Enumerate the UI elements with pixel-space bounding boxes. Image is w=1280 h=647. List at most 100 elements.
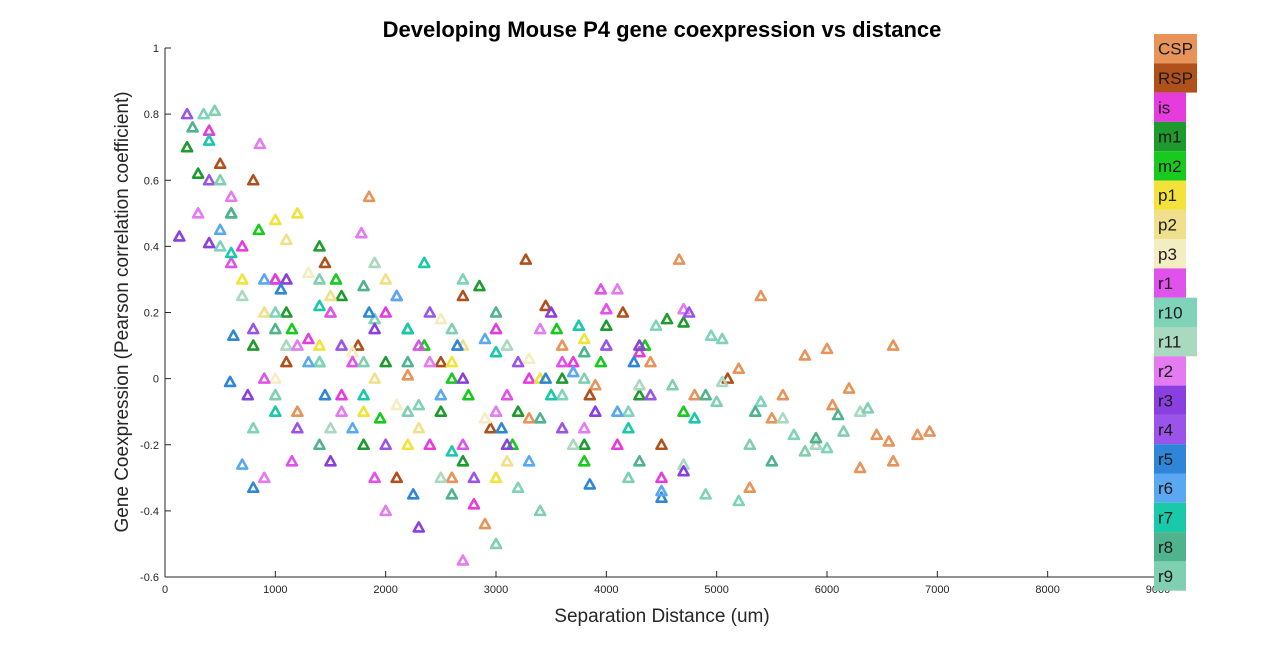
legend-item-r9: r9 <box>1154 561 1186 591</box>
legend-label: r1 <box>1158 274 1173 293</box>
data-point <box>555 372 569 384</box>
series-r4 <box>180 107 696 484</box>
legend-item-r5: r5 <box>1154 444 1186 474</box>
legend-swatch <box>1154 151 1186 181</box>
data-point <box>324 289 337 302</box>
data-point <box>285 454 299 467</box>
x-tick-label: 7000 <box>925 584 949 596</box>
data-point <box>291 405 304 417</box>
data-point <box>269 372 282 384</box>
data-point <box>861 402 875 414</box>
data-point <box>368 322 381 335</box>
data-point <box>280 273 293 285</box>
data-point <box>478 517 492 530</box>
data-point <box>748 405 762 417</box>
legend-item-p3: p3 <box>1154 239 1186 269</box>
data-point <box>246 339 260 351</box>
data-point <box>754 395 768 408</box>
data-point <box>600 302 613 315</box>
y-tick-label: 1 <box>153 43 159 55</box>
series-p1 <box>235 207 591 484</box>
data-point <box>666 378 679 391</box>
data-point <box>649 319 663 332</box>
data-point <box>809 438 823 451</box>
data-point <box>577 454 591 467</box>
data-point <box>180 140 194 153</box>
data-point <box>445 322 459 335</box>
data-point <box>257 372 271 384</box>
data-point <box>489 345 503 358</box>
data-point <box>522 454 536 467</box>
legend-item-r4: r4 <box>1154 414 1186 445</box>
data-point <box>677 316 690 328</box>
data-point <box>555 339 569 351</box>
data-point <box>577 438 591 451</box>
data-point <box>280 233 293 246</box>
data-point <box>329 273 343 285</box>
data-point <box>434 471 448 484</box>
data-point <box>224 256 238 269</box>
data-point <box>511 355 525 368</box>
legend-swatch <box>1154 414 1186 445</box>
data-point <box>853 461 867 474</box>
legend-item-p2: p2 <box>1154 209 1186 240</box>
data-point <box>291 421 304 434</box>
data-point <box>677 302 690 315</box>
x-tick-label: 2000 <box>373 584 397 596</box>
data-point <box>627 355 641 368</box>
data-point <box>313 273 326 285</box>
data-point <box>776 388 790 401</box>
data-point <box>445 355 459 368</box>
data-point <box>252 223 266 236</box>
data-point <box>732 494 746 507</box>
data-point <box>445 471 459 484</box>
data-point <box>180 107 194 120</box>
data-point <box>335 405 348 417</box>
data-point <box>633 454 646 467</box>
data-point <box>544 388 558 401</box>
legend-item-r11: r11 <box>1154 327 1197 357</box>
data-point <box>655 484 668 497</box>
data-point <box>633 388 646 401</box>
y-tick-label: 0.4 <box>144 241 159 253</box>
legend-item-r6: r6 <box>1154 473 1186 503</box>
data-point <box>644 388 657 401</box>
legend-label: p2 <box>1158 215 1177 234</box>
data-point <box>335 289 348 302</box>
data-point <box>412 521 426 533</box>
data-point <box>533 504 547 517</box>
legend-item-CSP: CSP <box>1154 34 1197 64</box>
series-r6 <box>213 223 668 497</box>
data-point <box>478 411 492 424</box>
data-point <box>577 345 591 358</box>
data-point <box>577 421 591 434</box>
data-point <box>820 441 834 454</box>
data-point <box>406 488 420 500</box>
data-point <box>743 481 757 494</box>
data-point <box>346 355 359 368</box>
data-point <box>616 306 630 318</box>
data-point <box>246 322 260 335</box>
data-point <box>257 273 271 285</box>
data-point <box>274 283 288 295</box>
data-point <box>809 431 823 444</box>
data-point <box>412 398 426 411</box>
series-r8 <box>186 121 845 500</box>
data-point <box>882 435 896 447</box>
data-point <box>655 491 668 503</box>
legend-label: r5 <box>1158 450 1173 469</box>
data-point <box>324 454 337 467</box>
x-tick-label: 3000 <box>484 584 508 596</box>
data-point <box>539 299 552 312</box>
legend-label: r10 <box>1158 303 1183 322</box>
data-point <box>445 445 459 457</box>
data-point <box>611 283 624 295</box>
data-point <box>191 167 205 179</box>
data-point <box>373 411 387 424</box>
data-point <box>765 454 779 467</box>
data-point <box>401 438 415 451</box>
data-point <box>224 207 238 219</box>
data-point <box>672 253 686 265</box>
data-point <box>227 329 240 341</box>
